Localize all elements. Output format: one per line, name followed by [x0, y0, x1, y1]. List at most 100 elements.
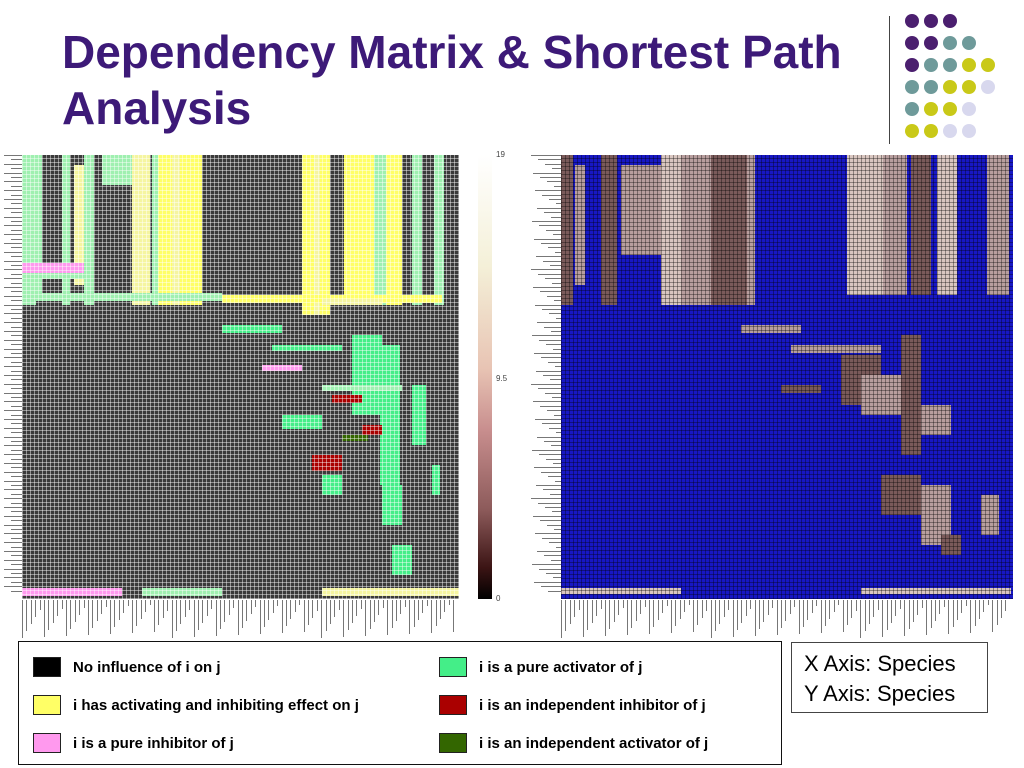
axis-tick-label-mark — [215, 600, 217, 636]
axis-tick-label-mark — [140, 600, 142, 619]
matrix-cell-block — [102, 155, 132, 185]
axis-tick-label-mark — [540, 520, 561, 522]
axis-tick-label-mark — [11, 581, 22, 583]
matrix-cell-block — [74, 165, 84, 285]
matrix-cell-block — [22, 588, 122, 596]
axis-tick-label-mark — [4, 577, 22, 579]
axis-tick-label-mark — [11, 344, 22, 346]
axis-tick-label-mark — [39, 600, 41, 610]
axis-tick-label-mark — [413, 600, 415, 627]
axis-tick-label-mark — [206, 600, 208, 616]
axis-tick-label-mark — [538, 388, 561, 390]
decorative-dot — [943, 124, 957, 138]
axis-tick-label-mark — [193, 600, 195, 637]
axis-tick-label-mark — [11, 335, 22, 337]
axis-tick-label-mark — [66, 600, 67, 636]
axis-tick-label-mark — [613, 600, 615, 622]
axis-tick-label-mark — [546, 229, 561, 231]
axis-tick-label-mark — [653, 600, 655, 627]
axis-tick-label-mark — [987, 600, 989, 605]
matrix-cell-block — [380, 345, 400, 485]
axis-tick-label-mark — [554, 300, 561, 302]
legend-item-no-influence: No influence of i on j — [33, 657, 221, 677]
axis-tick-label-mark — [11, 326, 22, 328]
axis-tick-label-mark — [4, 480, 22, 482]
axis-tick-label-mark — [531, 498, 561, 500]
axis-tick-label-mark — [30, 600, 32, 624]
axis-tick-label-mark — [869, 600, 870, 624]
axis-tick-label-mark — [974, 600, 976, 626]
axis-tick-label-mark — [4, 436, 22, 438]
axis-tick-label-mark — [542, 423, 561, 425]
axis-tick-label-mark — [776, 600, 778, 635]
matrix-cell-block — [322, 588, 459, 596]
matrix-cell-block — [901, 335, 921, 455]
axis-tick-label-mark — [829, 600, 831, 619]
axis-tick-label-mark — [11, 405, 22, 407]
axis-tick-label-mark — [538, 273, 561, 275]
axis-tick-label-mark — [11, 485, 22, 486]
axis-tick-label-mark — [547, 410, 561, 412]
matrix-cell-block — [22, 155, 36, 305]
matrix-cell-block — [322, 475, 342, 495]
axis-tick-label-mark — [555, 366, 561, 368]
axis-tick-label-mark — [70, 600, 72, 629]
axis-tick-label-mark — [649, 600, 650, 634]
shortest-path-matrix-y-labels — [524, 155, 561, 605]
axis-tick-label-mark — [965, 600, 967, 606]
matrix-cell-block — [432, 465, 440, 495]
decorative-dot — [905, 80, 919, 94]
axis-tick-label-mark — [11, 476, 22, 478]
matrix-cell-block — [921, 405, 951, 435]
axis-tick-label-mark — [534, 353, 561, 354]
axis-tick-label-mark — [553, 234, 561, 236]
shortest-path-matrix-x-labels — [561, 600, 1013, 640]
title-divider — [889, 16, 890, 144]
axis-tick-label-mark — [4, 410, 22, 412]
axis-tick-label-mark — [877, 600, 879, 610]
matrix-cell-block — [352, 335, 382, 415]
axis-tick-label-mark — [4, 207, 22, 209]
axis-tick-label-mark — [448, 600, 450, 605]
axis-tick-label-mark — [4, 163, 22, 165]
axis-tick-label-mark — [640, 600, 642, 614]
matrix-cell-block — [282, 415, 322, 429]
axis-tick-label-mark — [537, 322, 561, 324]
axis-tick-label-mark — [552, 282, 561, 284]
matrix-cell-block — [22, 273, 84, 279]
axis-tick-label-mark — [547, 181, 561, 183]
axis-tick-label-mark — [546, 573, 561, 574]
axis-tick-label-mark — [728, 600, 730, 610]
decorative-dot — [962, 124, 976, 138]
axis-tick-label-mark — [11, 265, 22, 266]
axis-tick-label-mark — [110, 600, 111, 634]
decorative-dot — [943, 102, 957, 116]
axis-tick-label-mark — [547, 524, 561, 526]
matrix-cell-block — [711, 155, 747, 305]
axis-tick-label-mark — [11, 194, 22, 196]
matrix-cell-block — [272, 345, 342, 351]
axis-tick-label-mark — [538, 502, 561, 504]
matrix-cell-block — [142, 588, 222, 596]
axis-tick-label-mark — [11, 168, 22, 170]
axis-tick-label-mark — [268, 600, 270, 620]
axis-tick-label-mark — [948, 600, 950, 634]
axis-tick-label-mark — [767, 600, 769, 615]
axis-tick-label-mark — [803, 600, 804, 627]
axis-tick-label-mark — [11, 203, 22, 205]
axis-tick-label-mark — [539, 225, 561, 227]
axis-tick-label-mark — [531, 155, 561, 156]
dependency-matrix-y-labels — [0, 155, 22, 605]
axis-tick-label-mark — [184, 600, 186, 617]
axis-tick-label-mark — [440, 600, 441, 619]
colorbar-tick-mid: 9.5 — [496, 374, 508, 383]
axis-tick-label-mark — [114, 600, 116, 627]
axis-tick-label-mark — [202, 600, 204, 623]
axis-tick-label-mark — [715, 600, 716, 631]
axis-tick-label-mark — [88, 600, 89, 635]
axis-tick-label-mark — [541, 586, 561, 588]
decorative-dot — [924, 102, 938, 116]
axis-tick-label-mark — [44, 600, 45, 637]
axis-tick-label-mark — [11, 414, 22, 416]
axis-tick-label-mark — [237, 600, 239, 635]
